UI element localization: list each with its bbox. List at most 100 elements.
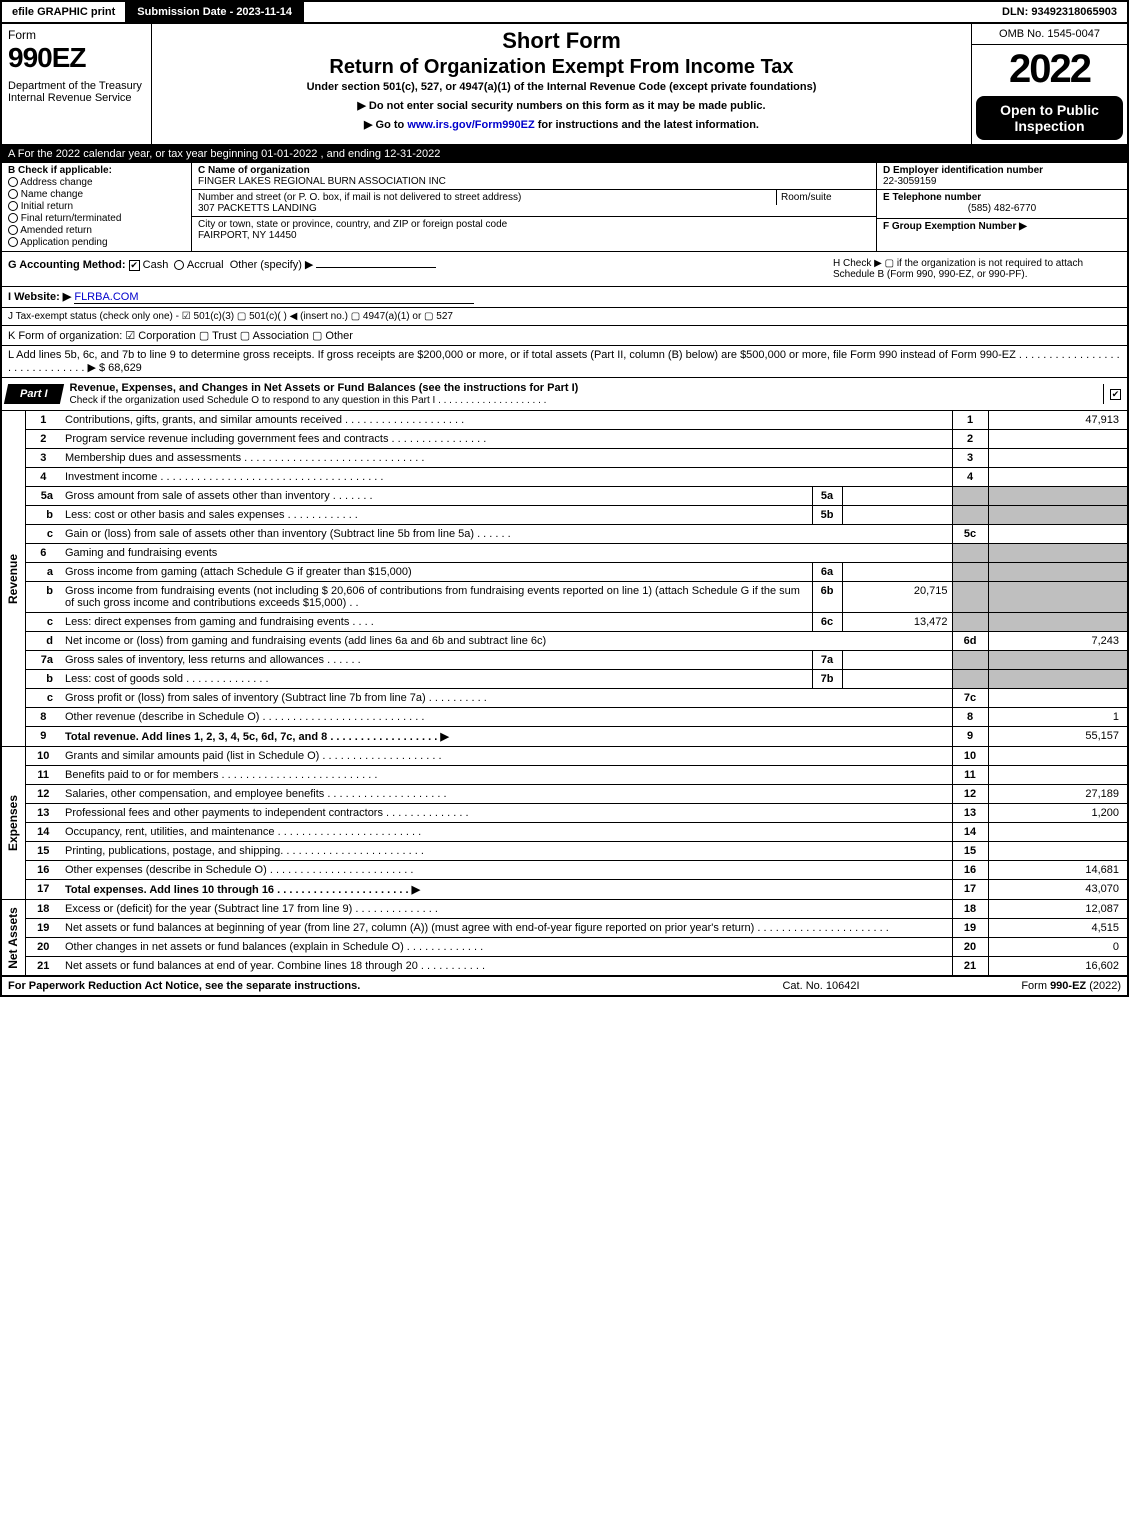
line-19: 19Net assets or fund balances at beginni… <box>1 919 1128 938</box>
efile-print-button[interactable]: efile GRAPHIC print <box>2 2 127 22</box>
footer-right: Form 990-EZ (2022) <box>921 980 1121 992</box>
chk-address[interactable]: Address change <box>8 177 185 188</box>
row-j: J Tax-exempt status (check only one) - ☑… <box>0 308 1129 326</box>
line-2: 2Program service revenue including gover… <box>1 430 1128 449</box>
line-12: 12Salaries, other compensation, and empl… <box>1 785 1128 804</box>
line-18: Net Assets 18Excess or (deficit) for the… <box>1 900 1128 919</box>
g-cash-check[interactable] <box>129 260 140 271</box>
e-label: E Telephone number <box>883 192 981 203</box>
section-a: A For the 2022 calendar year, or tax yea… <box>0 146 1129 163</box>
chk-final[interactable]: Final return/terminated <box>8 213 185 224</box>
under-section: Under section 501(c), 527, or 4947(a)(1)… <box>158 81 965 93</box>
submission-date-button[interactable]: Submission Date - 2023-11-14 <box>127 2 304 22</box>
line-6a: aGross income from gaming (attach Schedu… <box>1 563 1128 582</box>
top-bar: efile GRAPHIC print Submission Date - 20… <box>0 0 1129 24</box>
part-i-check[interactable] <box>1103 384 1127 404</box>
ein-value: 22-3059159 <box>883 176 936 187</box>
row-gh: G Accounting Method: Cash Accrual Other … <box>0 252 1129 287</box>
g-accrual-radio[interactable] <box>174 260 184 270</box>
chk-initial-label: Initial return <box>21 201 73 212</box>
page-footer: For Paperwork Reduction Act Notice, see … <box>0 977 1129 997</box>
form-word: Form <box>8 28 145 42</box>
expenses-side: Expenses <box>1 747 25 900</box>
line-17: 17Total expenses. Add lines 10 through 1… <box>1 880 1128 900</box>
chk-pending[interactable]: Application pending <box>8 237 185 248</box>
ssn-warning: ▶ Do not enter social security numbers o… <box>158 99 965 112</box>
chk-initial[interactable]: Initial return <box>8 201 185 212</box>
tax-year: 2022 <box>972 45 1127 94</box>
street-label: Number and street (or P. O. box, if mail… <box>198 192 776 203</box>
g-other: Other (specify) ▶ <box>230 259 314 271</box>
line-7a: 7aGross sales of inventory, less returns… <box>1 651 1128 670</box>
line-1: Revenue 1Contributions, gifts, grants, a… <box>1 411 1128 430</box>
part-i-header: Part I Revenue, Expenses, and Changes in… <box>0 378 1129 411</box>
street-value: 307 PACKETTS LANDING <box>198 203 317 214</box>
chk-amended-label: Amended return <box>20 225 92 236</box>
c-name-block: C Name of organization FINGER LAKES REGI… <box>192 163 876 190</box>
goto-line: ▶ Go to www.irs.gov/Form990EZ for instru… <box>158 118 965 131</box>
l-amount: 68,629 <box>108 362 142 374</box>
line-20: 20Other changes in net assets or fund ba… <box>1 938 1128 957</box>
line-7b: bLess: cost of goods sold . . . . . . . … <box>1 670 1128 689</box>
line-21: 21Net assets or fund balances at end of … <box>1 957 1128 977</box>
g-block: G Accounting Method: Cash Accrual Other … <box>2 252 827 286</box>
col-def: D Employer identification number 22-3059… <box>877 163 1127 251</box>
irs-link[interactable]: www.irs.gov/Form990EZ <box>407 119 534 131</box>
dln-label: DLN: 93492318065903 <box>992 2 1127 22</box>
c-label: C Name of organization <box>198 165 310 176</box>
g-other-input[interactable] <box>316 267 436 268</box>
line-15: 15Printing, publications, postage, and s… <box>1 842 1128 861</box>
h-block: H Check ▶ ▢ if the organization is not r… <box>827 252 1127 286</box>
c-city-block: City or town, state or province, country… <box>192 217 876 243</box>
b-label: B Check if applicable: <box>8 165 185 176</box>
line-5c: cGain or (loss) from sale of assets othe… <box>1 525 1128 544</box>
header-center: Short Form Return of Organization Exempt… <box>152 24 972 144</box>
info-grid: B Check if applicable: Address change Na… <box>0 163 1129 252</box>
line-6c: cLess: direct expenses from gaming and f… <box>1 613 1128 632</box>
netassets-side: Net Assets <box>1 900 25 977</box>
line-9: 9Total revenue. Add lines 1, 2, 3, 4, 5c… <box>1 727 1128 747</box>
line-7c: cGross profit or (loss) from sales of in… <box>1 689 1128 708</box>
org-name: FINGER LAKES REGIONAL BURN ASSOCIATION I… <box>198 176 446 187</box>
return-title: Return of Organization Exempt From Incom… <box>158 56 965 79</box>
row-l: L Add lines 5b, 6c, and 7b to line 9 to … <box>0 346 1129 378</box>
line-16: 16Other expenses (describe in Schedule O… <box>1 861 1128 880</box>
line-6d: dNet income or (loss) from gaming and fu… <box>1 632 1128 651</box>
form-number: 990EZ <box>8 42 145 74</box>
e-block: E Telephone number (585) 482-6770 <box>877 189 1127 216</box>
short-form-title: Short Form <box>158 28 965 54</box>
chk-final-label: Final return/terminated <box>21 213 122 224</box>
col-c: C Name of organization FINGER LAKES REGI… <box>192 163 877 251</box>
line-4: 4Investment income . . . . . . . . . . .… <box>1 468 1128 487</box>
line-11: 11Benefits paid to or for members . . . … <box>1 766 1128 785</box>
part-i-title: Revenue, Expenses, and Changes in Net As… <box>62 378 1103 410</box>
g-accrual: Accrual <box>187 259 224 271</box>
website-link[interactable]: FLRBA.COM <box>74 291 474 304</box>
header-left: Form 990EZ Department of the Treasury In… <box>2 24 152 144</box>
line-13: 13Professional fees and other payments t… <box>1 804 1128 823</box>
c-street-block: Number and street (or P. O. box, if mail… <box>192 190 876 217</box>
chk-name[interactable]: Name change <box>8 189 185 200</box>
city-value: FAIRPORT, NY 14450 <box>198 230 297 241</box>
revenue-side: Revenue <box>1 411 25 747</box>
topbar-spacer <box>304 2 992 22</box>
chk-amended[interactable]: Amended return <box>8 225 185 236</box>
line-5b: bLess: cost or other basis and sales exp… <box>1 506 1128 525</box>
line-6: 6Gaming and fundraising events <box>1 544 1128 563</box>
line-14: 14Occupancy, rent, utilities, and mainte… <box>1 823 1128 842</box>
d-block: D Employer identification number 22-3059… <box>883 165 1121 187</box>
phone-value: (585) 482-6770 <box>883 203 1121 214</box>
form-header: Form 990EZ Department of the Treasury In… <box>0 24 1129 146</box>
g-cash: Cash <box>143 259 169 271</box>
line-5a: 5aGross amount from sale of assets other… <box>1 487 1128 506</box>
line-8: 8Other revenue (describe in Schedule O) … <box>1 708 1128 727</box>
open-public-badge: Open to Public Inspection <box>976 96 1123 140</box>
chk-address-label: Address change <box>20 177 92 188</box>
col-b: B Check if applicable: Address change Na… <box>2 163 192 251</box>
line-6b: bGross income from fundraising events (n… <box>1 582 1128 613</box>
dept-treasury: Department of the Treasury Internal Reve… <box>8 80 145 104</box>
row-i: I Website: ▶ FLRBA.COM <box>0 287 1129 308</box>
omb-number: OMB No. 1545-0047 <box>972 24 1127 45</box>
row-k: K Form of organization: ☑ Corporation ▢ … <box>0 326 1129 346</box>
header-right: OMB No. 1545-0047 2022 Open to Public In… <box>972 24 1127 144</box>
